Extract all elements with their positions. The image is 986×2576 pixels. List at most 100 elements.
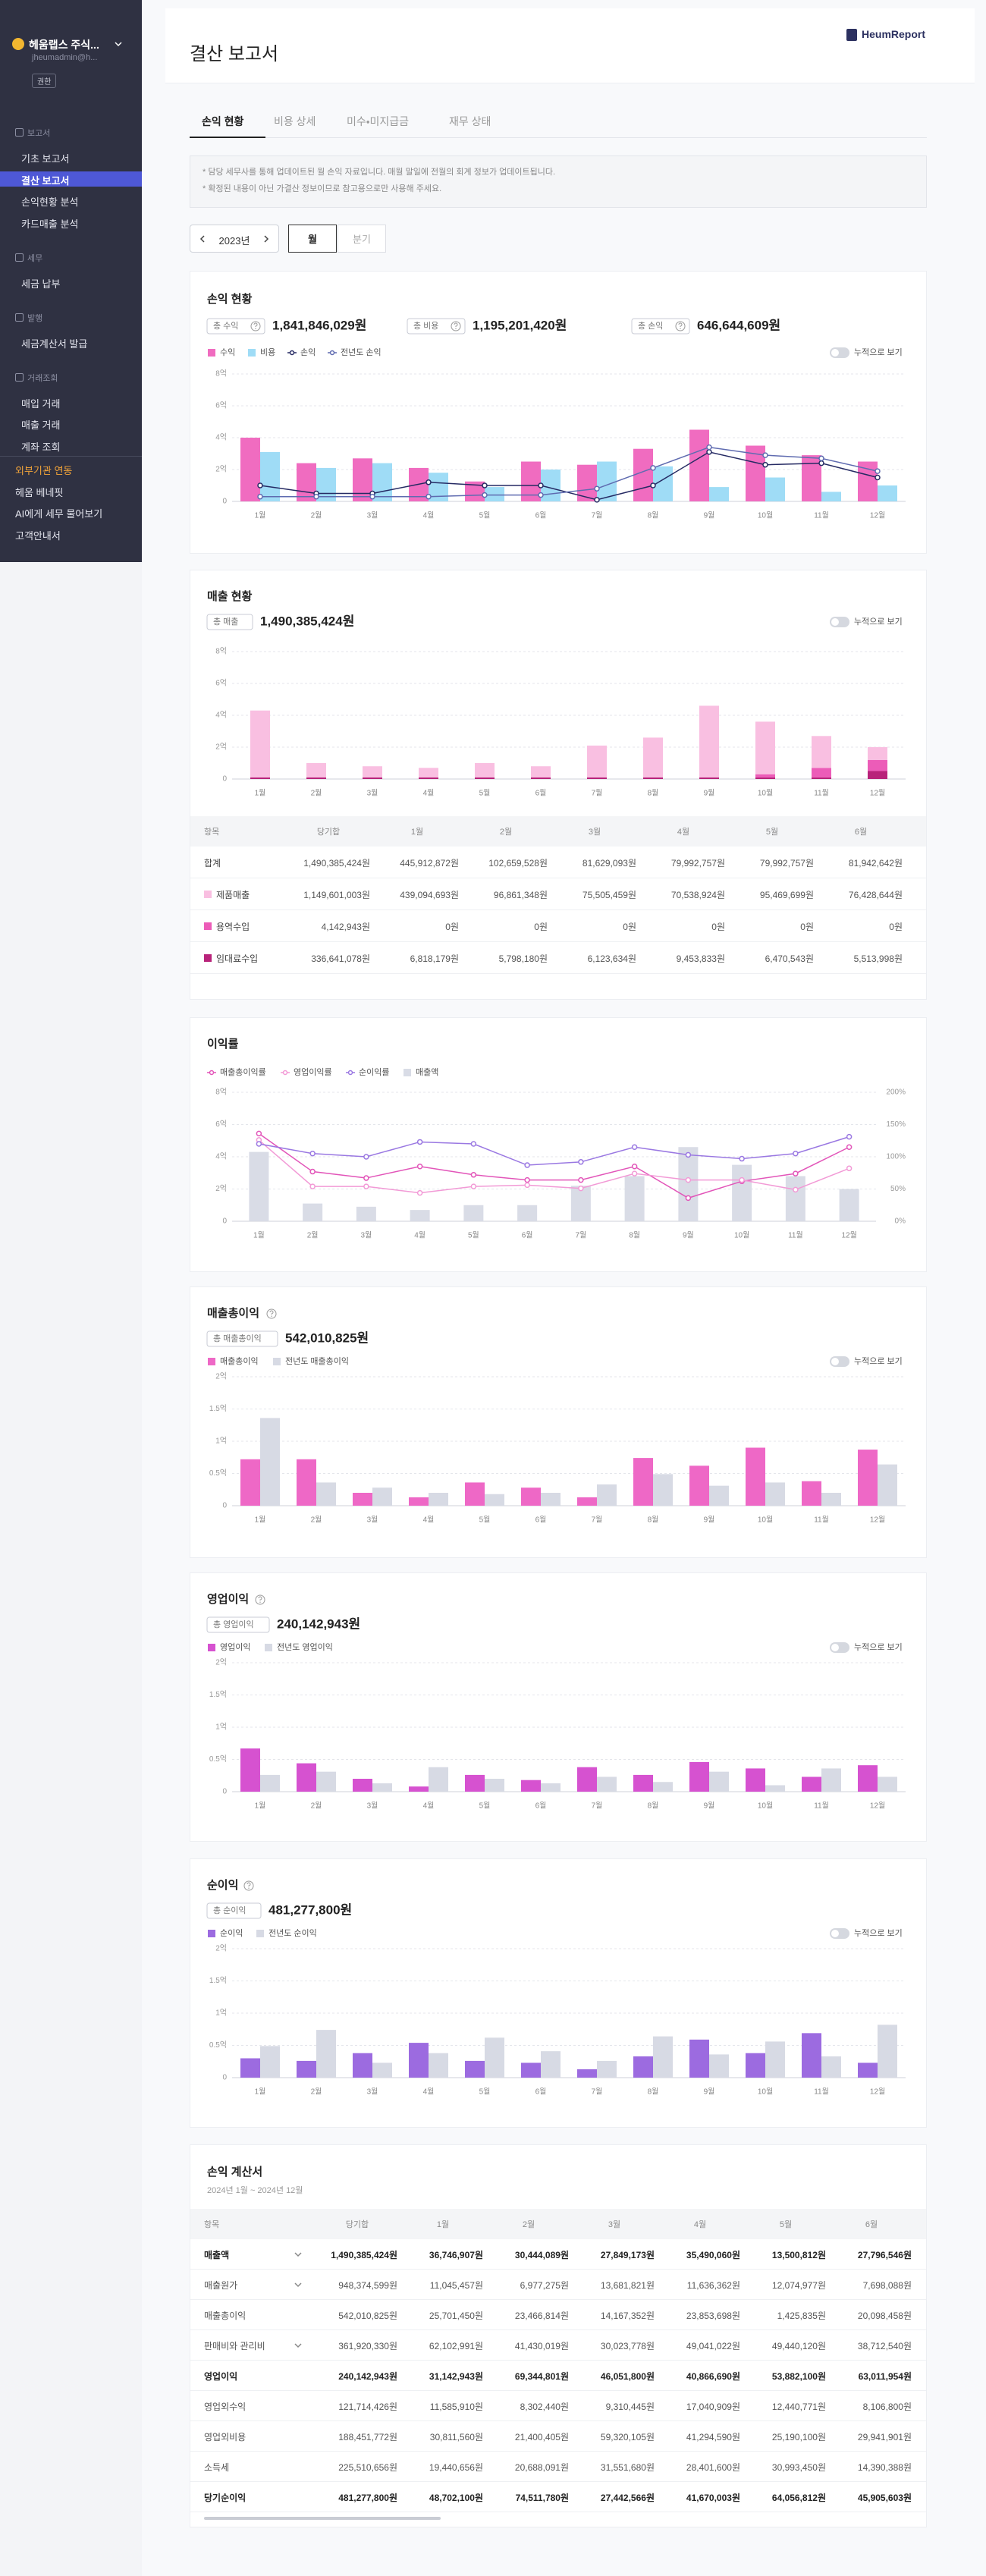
summary-pill (206, 318, 265, 335)
chevron-icon[interactable] (294, 2250, 303, 2259)
nav-item[interactable]: 결산 보고서 (21, 174, 70, 187)
bar (878, 485, 897, 501)
nav-link[interactable]: 외부기관 연동 (15, 465, 73, 476)
x-tick-label: 1월 (255, 1516, 266, 1525)
table-cell: 12,074,977원 (771, 2280, 826, 2291)
bar-segment (812, 736, 831, 768)
x-tick-label: 12월 (841, 1231, 856, 1240)
tab[interactable]: 미수・미지급금 (347, 115, 410, 127)
toggle-knob (831, 1930, 839, 1937)
nav-link[interactable]: 헤움 베네핏 (15, 486, 64, 498)
table-cell: 79,992,757원 (670, 858, 725, 869)
bar (372, 1487, 392, 1506)
notice-box: * 담당 세무사를 통해 업데이트된 월 손익 자료입니다. 매월 말일에 전월… (190, 156, 927, 208)
info-icon-glyph (253, 322, 258, 327)
x-tick-label: 5월 (479, 2088, 491, 2097)
summary-pill (407, 318, 466, 335)
bar (541, 1493, 561, 1506)
bar (858, 2062, 878, 2078)
table-cell: 23,853,698원 (686, 2311, 740, 2321)
line-point (369, 493, 375, 500)
chevron-icon[interactable] (294, 2280, 303, 2289)
nav-item[interactable]: 계좌 조회 (21, 441, 61, 453)
bar (765, 1482, 785, 1506)
x-tick-label: 12월 (870, 1516, 885, 1525)
bar (260, 451, 280, 501)
table-cell: 9,453,833원 (676, 953, 725, 964)
chevron-icon[interactable] (198, 234, 207, 243)
nav-item[interactable]: 세금계산서 발급 (21, 338, 88, 350)
row-swatch (204, 891, 212, 898)
legend-swatch (273, 1358, 281, 1365)
bar (633, 1458, 653, 1506)
bar (485, 2037, 504, 2078)
bar (709, 487, 729, 501)
bar-segment (755, 777, 775, 779)
y-tick-label: 1.5억 (209, 1690, 227, 1699)
nav-item[interactable]: 카드매출 분석 (21, 218, 79, 230)
x-tick-label: 11월 (814, 511, 829, 520)
row-swatch (204, 954, 212, 962)
line-point (875, 474, 881, 481)
table-cell: 합계 (204, 858, 221, 869)
nav-item[interactable]: 매출 거래 (21, 419, 61, 431)
line-point (818, 460, 824, 467)
legend-swatch (208, 349, 215, 357)
summary-pill (206, 614, 253, 630)
nav-item[interactable]: 매입 거래 (21, 397, 61, 410)
nav-link[interactable]: 고객안내서 (15, 529, 61, 542)
nav-link[interactable]: AI에게 세무 물어보기 (15, 508, 103, 520)
company-logo (12, 38, 24, 50)
nav-active-bg (0, 171, 142, 187)
bar-segment (868, 771, 887, 779)
table-cell: 9,310,445원 (605, 2402, 655, 2412)
panel-subtitle: 2024년 1월 ~ 2024년 12월 (207, 2186, 303, 2195)
chevron-icon[interactable] (114, 39, 123, 49)
x-tick-label: 1월 (255, 2088, 266, 2097)
logo-text: HeumReport (862, 28, 926, 40)
table-cell: 81,942,642원 (848, 858, 903, 869)
bar (353, 2053, 372, 2078)
bar (240, 1459, 260, 1506)
legend-swatch (248, 349, 256, 357)
x-tick-label: 9월 (704, 2088, 715, 2097)
tab[interactable]: 비용 상세 (274, 115, 316, 127)
bar (765, 1785, 785, 1792)
table-cell: 당기순이익 (204, 2493, 246, 2503)
table-cell: 11,636,362원 (686, 2280, 740, 2291)
line-point (425, 479, 432, 485)
company-name[interactable]: 헤움랩스 주식... (29, 39, 99, 51)
bar (353, 1779, 372, 1792)
line-point (309, 1151, 316, 1157)
nav-section-title: 보고서 (27, 129, 51, 138)
nav-item[interactable]: 세금 납부 (21, 278, 61, 290)
bar-segment (699, 705, 719, 778)
table-row-line (190, 941, 926, 942)
tab[interactable]: 재무 상태 (449, 115, 491, 127)
bar (633, 448, 653, 501)
tab[interactable]: 손익 현황 (202, 115, 244, 127)
period-button[interactable]: 월 (288, 225, 337, 253)
summary-pill (206, 1330, 278, 1347)
toggle-label: 누적으로 보기 (854, 1642, 903, 1652)
bar (297, 1459, 316, 1506)
bar-segment (643, 777, 663, 779)
table-cell: 35,490,060원 (686, 2250, 740, 2260)
nav-item[interactable]: 기초 보고서 (21, 153, 70, 165)
chevron-icon[interactable] (262, 234, 271, 243)
table-cell: 41,294,590원 (686, 2432, 740, 2442)
scrollbar[interactable] (204, 2517, 441, 2520)
period-button[interactable]: 분기 (338, 225, 386, 253)
line-point (650, 482, 656, 488)
bar (316, 1482, 336, 1506)
bar (297, 1763, 316, 1792)
nav-item[interactable]: 손익현황 분석 (21, 196, 79, 208)
table-cell: 79,992,757원 (759, 858, 814, 869)
chevron-icon[interactable] (294, 2341, 303, 2350)
y-tick-label: 0 (222, 1502, 227, 1510)
table-cell: 70,538,924원 (670, 890, 725, 900)
bar-segment (812, 768, 831, 778)
year-label: 2023년 (218, 235, 250, 247)
table-cell: 53,882,100원 (771, 2371, 826, 2382)
x-tick-label: 12월 (870, 2088, 885, 2097)
